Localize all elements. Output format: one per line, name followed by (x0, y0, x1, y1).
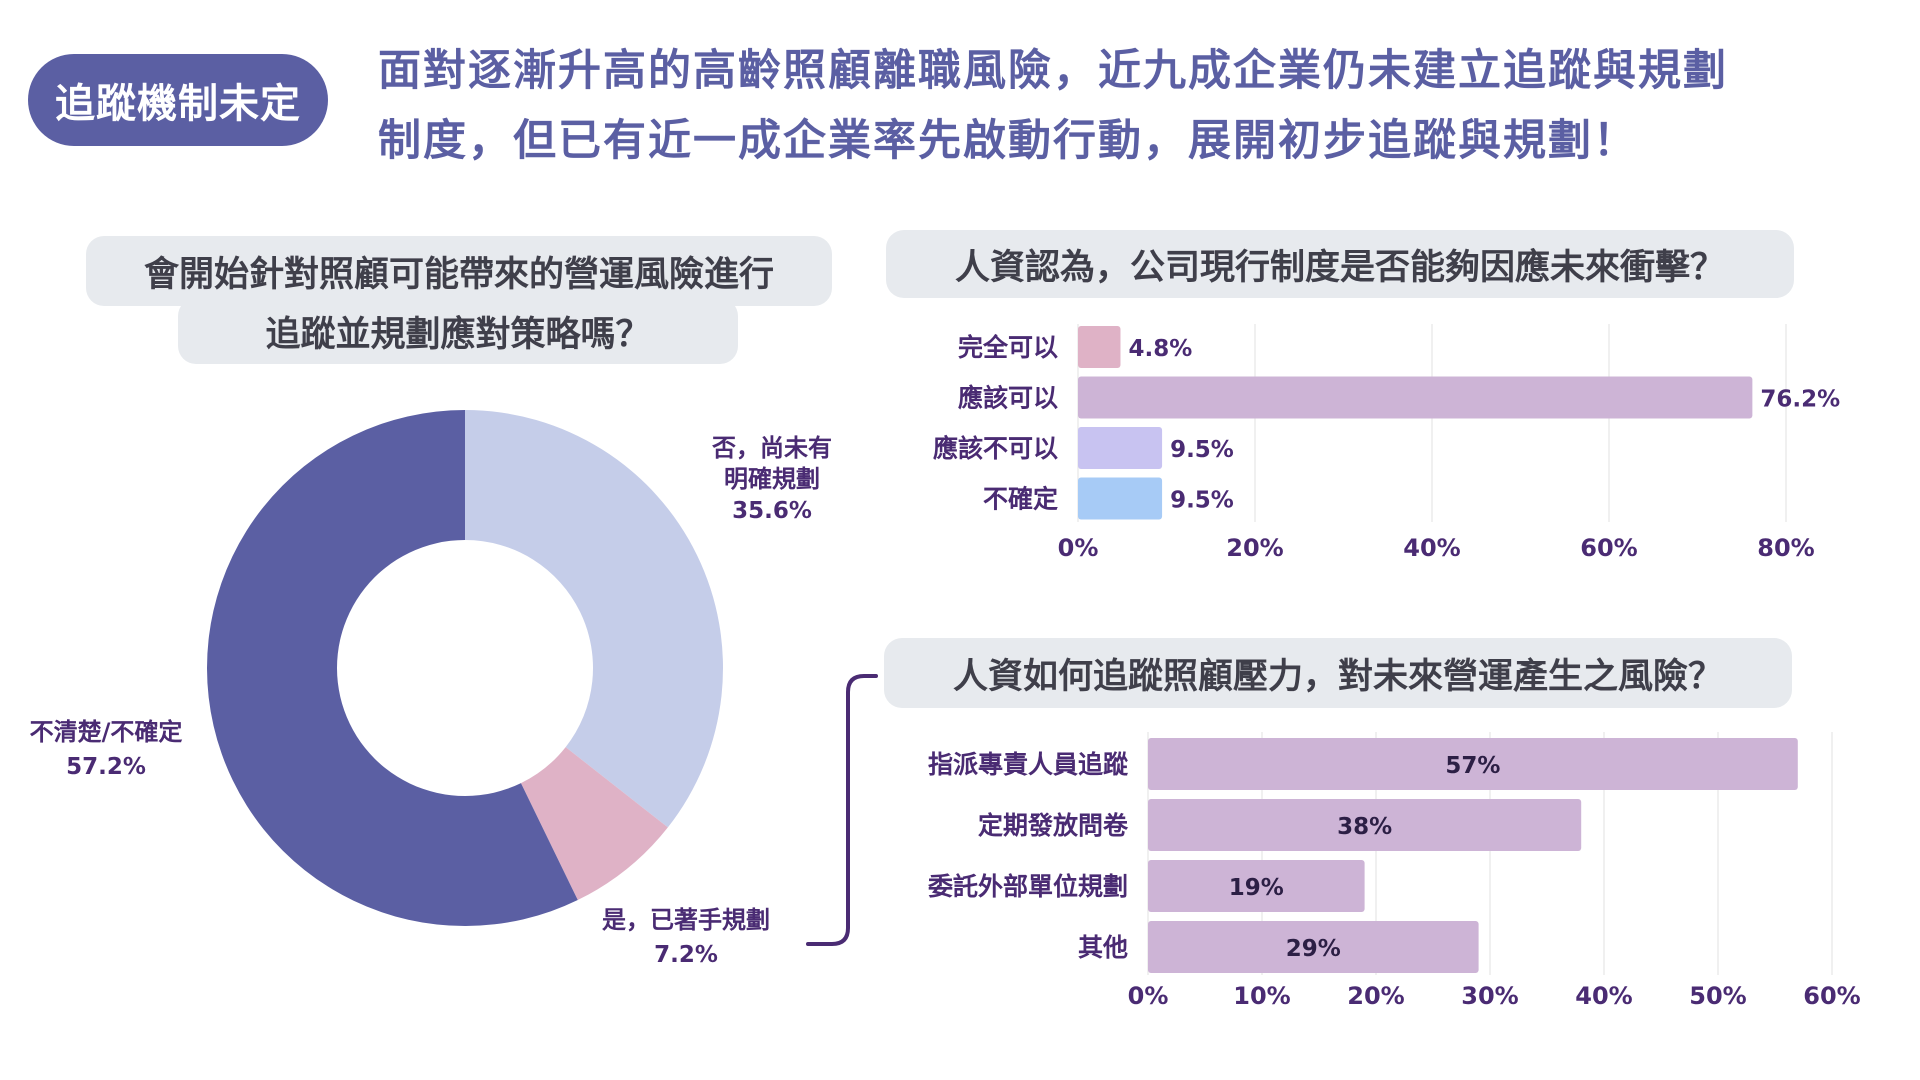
connector-bracket (806, 674, 878, 946)
donut-title-line-1: 會開始針對照顧可能帶來的營運風險進行 (86, 236, 832, 306)
donut-label-yes: 是，已著手規劃 (602, 906, 770, 934)
bar-chart-1: 0% 20% 40% 60% 80% 完全可以 4.8% 應該可以 76.2% 應該不可以 9.5%… (933, 324, 1840, 562)
bar-chart-2: 0% 10% 20% 30% 40% 50% 60% 指派專責人員追蹤 57% 定期發放問卷 38%… (927, 732, 1861, 1010)
bar-chart-2-title: 人資如何追蹤照顧壓力，對未來營運產生之風險？ (884, 638, 1792, 708)
data-label: 76.2% (1760, 387, 1840, 413)
donut-slice-yes (520, 747, 668, 901)
donut-label-no-line-1: 否，尚未有 (711, 434, 832, 462)
x-tick-label: 60% (1580, 534, 1637, 562)
bar (1148, 921, 1479, 973)
donut-value-no: 35.6% (732, 498, 812, 524)
data-label: 4.8% (1128, 336, 1192, 362)
x-tick-label: 20% (1347, 982, 1404, 1010)
category-label: 不確定 (983, 485, 1058, 514)
bar (1148, 738, 1798, 790)
donut-title-line-2: 追蹤並規劃應對策略嗎？ (178, 298, 738, 364)
category-label: 應該不可以 (933, 434, 1058, 463)
x-tick-label: 0% (1128, 982, 1169, 1010)
category-label: 指派專責人員追蹤 (928, 750, 1129, 779)
donut-label-no-line-2: 明確規劃 (724, 465, 820, 493)
bar (1078, 376, 1753, 419)
donut-value-unsure: 57.2% (66, 754, 146, 780)
bar (1078, 477, 1163, 520)
data-label: 9.5% (1170, 437, 1234, 463)
bar (1148, 799, 1582, 851)
data-label: 9.5% (1170, 488, 1234, 514)
bar (1148, 860, 1365, 912)
donut-value-yes: 7.2% (654, 942, 718, 968)
data-label: 29% (1286, 936, 1341, 962)
data-label: 19% (1229, 875, 1284, 901)
category-label: 委託外部單位規劃 (927, 872, 1128, 901)
data-label: 38% (1337, 814, 1392, 840)
x-tick-label: 40% (1575, 982, 1632, 1010)
category-label: 其他 (1078, 933, 1128, 962)
bar-chart-1-title: 人資認為，公司現行制度是否能夠因應未來衝擊？ (886, 230, 1794, 298)
bar (1078, 326, 1121, 368)
headline-line-2: 制度，但已有近一成企業率先啟動行動，展開初步追蹤與規劃！ (378, 116, 1638, 166)
donut-label-unsure: 不清楚/不確定 (30, 718, 183, 746)
category-label: 完全可以 (958, 333, 1058, 362)
donut-slice-no (465, 410, 723, 828)
x-tick-label: 20% (1226, 534, 1283, 562)
x-tick-label: 10% (1233, 982, 1290, 1010)
category-label: 應該可以 (958, 384, 1058, 413)
topic-tag: 追蹤機制未定 (28, 54, 328, 146)
x-tick-label: 30% (1461, 982, 1518, 1010)
headline: 面對逐漸升高的高齡照顧離職風險，近九成企業仍未建立追蹤與規劃 制度，但已有近一成… (378, 36, 1898, 176)
x-tick-label: 40% (1403, 534, 1460, 562)
x-tick-label: 60% (1803, 982, 1860, 1010)
data-label: 57% (1445, 753, 1500, 779)
donut-slice-unsure (207, 410, 578, 926)
bar (1078, 427, 1163, 469)
category-label: 定期發放問卷 (978, 811, 1129, 840)
x-tick-label: 0% (1058, 534, 1099, 562)
headline-line-1: 面對逐漸升高的高齡照顧離職風險，近九成企業仍未建立追蹤與規劃 (378, 46, 1728, 96)
x-tick-label: 50% (1689, 982, 1746, 1010)
x-tick-label: 80% (1757, 534, 1814, 562)
